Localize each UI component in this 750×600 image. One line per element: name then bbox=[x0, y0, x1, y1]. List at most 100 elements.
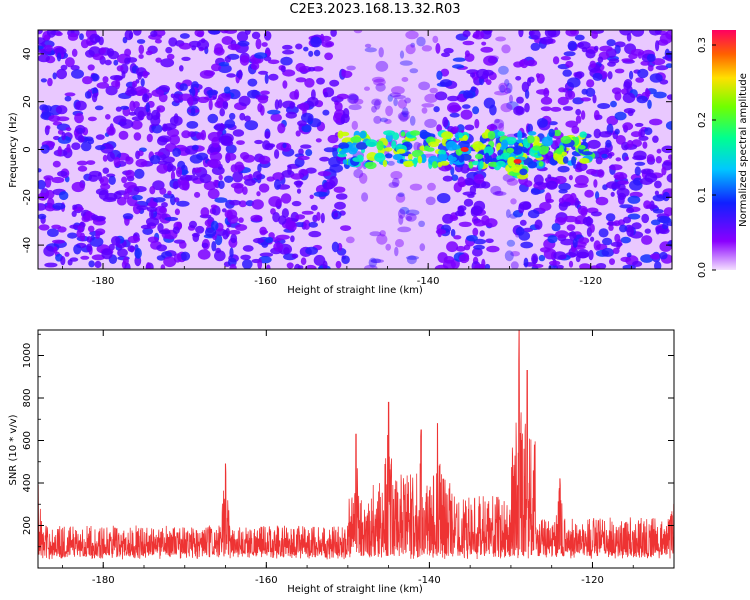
heatmap-cell bbox=[151, 124, 163, 134]
heatmap-cell bbox=[40, 144, 50, 154]
heatmap-cell bbox=[189, 154, 203, 164]
heatmap-cell bbox=[169, 165, 177, 172]
heatmap-cell bbox=[69, 224, 81, 229]
x-tick-label: -180 bbox=[92, 575, 115, 586]
heatmap-cell bbox=[214, 43, 224, 55]
heatmap-cell bbox=[463, 198, 474, 207]
heatmap-cell bbox=[47, 228, 59, 237]
heatmap-cell bbox=[418, 81, 430, 91]
heatmap-cell bbox=[448, 104, 462, 112]
heatmap-cell bbox=[392, 154, 403, 161]
heatmap-cell bbox=[174, 208, 180, 216]
heatmap-cell bbox=[555, 230, 569, 239]
heatmap-cell bbox=[224, 119, 236, 129]
heatmap-cell bbox=[154, 151, 164, 156]
heatmap-cell bbox=[264, 131, 271, 139]
heatmap-cell bbox=[71, 210, 77, 217]
heatmap-cell bbox=[405, 255, 420, 260]
heatmap-cell bbox=[38, 168, 42, 173]
heatmap-cell bbox=[593, 45, 599, 51]
heatmap-cell bbox=[210, 204, 218, 209]
heatmap-cell bbox=[163, 193, 175, 199]
heatmap-cell bbox=[209, 30, 221, 35]
heatmap-cell bbox=[211, 63, 222, 72]
heatmap-cell bbox=[612, 247, 620, 254]
heatmap-cell bbox=[453, 235, 462, 240]
x-tick-label: -120 bbox=[579, 276, 602, 287]
heatmap-cell bbox=[350, 136, 362, 143]
heatmap-cell bbox=[655, 40, 660, 52]
heatmap-cell bbox=[585, 87, 596, 97]
heatmap-cell bbox=[539, 201, 552, 211]
heatmap-cell bbox=[104, 59, 112, 66]
heatmap-cell bbox=[397, 192, 405, 197]
heatmap-cell bbox=[590, 211, 602, 217]
heatmap-cell bbox=[274, 149, 280, 159]
heatmap-cell bbox=[280, 193, 292, 204]
heatmap-cell bbox=[179, 93, 193, 101]
heatmap-cell bbox=[562, 69, 572, 77]
heatmap-cell bbox=[635, 77, 645, 83]
heatmap-cell bbox=[619, 204, 633, 209]
heatmap-cell bbox=[84, 136, 94, 142]
colorbar-tick-label: 0.1 bbox=[697, 187, 708, 203]
heatmap-cell bbox=[412, 159, 418, 165]
heatmap-cell bbox=[554, 217, 567, 226]
heatmap-cell bbox=[102, 167, 110, 174]
heatmap-cell bbox=[472, 247, 483, 257]
heatmap-cell bbox=[77, 135, 85, 143]
heatmap-cell bbox=[472, 227, 479, 237]
heatmap-cell bbox=[99, 47, 107, 55]
heatmap-cell bbox=[290, 211, 300, 223]
heatmap-cell bbox=[575, 162, 588, 172]
heatmap-cell bbox=[399, 112, 409, 122]
heatmap-cell bbox=[427, 182, 436, 191]
heatmap-cell bbox=[622, 92, 636, 104]
heatmap-cell bbox=[154, 38, 162, 44]
heatmap-cell bbox=[586, 79, 595, 88]
heatmap-cell bbox=[223, 86, 231, 94]
heatmap-cell bbox=[105, 114, 111, 120]
heatmap-cell bbox=[334, 201, 346, 210]
heatmap-cell bbox=[665, 121, 672, 130]
heatmap-cell bbox=[581, 151, 593, 156]
heatmap-cell bbox=[391, 86, 405, 95]
heatmap-cell bbox=[106, 151, 115, 162]
heatmap-cell bbox=[666, 51, 672, 59]
heatmap-cell bbox=[540, 106, 552, 112]
heatmap-cells bbox=[38, 30, 672, 269]
heatmap-cell bbox=[527, 123, 533, 133]
heatmap-cell bbox=[589, 60, 596, 68]
heatmap-cell bbox=[157, 160, 168, 165]
heatmap-cell bbox=[64, 251, 70, 257]
heatmap-cell bbox=[119, 119, 134, 129]
heatmap-cell bbox=[145, 50, 153, 56]
heatmap-cell bbox=[274, 99, 280, 110]
heatmap-cell bbox=[287, 220, 297, 232]
heatmap-cell bbox=[527, 131, 537, 136]
heatmap-cell bbox=[467, 92, 474, 98]
heatmap-cell bbox=[438, 153, 447, 164]
heatmap-cell bbox=[316, 77, 325, 85]
heatmap-cell bbox=[272, 172, 285, 182]
heatmap-cell bbox=[80, 141, 92, 152]
heatmap-cell bbox=[649, 253, 661, 260]
heatmap-cell bbox=[352, 157, 363, 162]
heatmap-cell bbox=[218, 64, 232, 74]
heatmap-cell bbox=[267, 59, 280, 65]
heatmap-cell bbox=[506, 147, 515, 154]
heatmap-cell bbox=[561, 151, 568, 157]
heatmap-cell bbox=[576, 251, 589, 259]
heatmap-cell bbox=[258, 70, 269, 75]
heatmap-cell bbox=[519, 219, 527, 226]
heatmap-cell bbox=[632, 260, 643, 267]
heatmap-cell bbox=[191, 45, 197, 51]
heatmap-cell bbox=[51, 224, 62, 229]
heatmap-cell bbox=[618, 183, 626, 191]
heatmap-cell bbox=[568, 260, 574, 268]
heatmap-cell bbox=[209, 151, 223, 162]
heatmap-cell bbox=[589, 223, 595, 233]
heatmap-cell bbox=[46, 125, 51, 130]
heatmap-cell bbox=[145, 102, 150, 113]
heatmap-cell bbox=[72, 204, 78, 210]
